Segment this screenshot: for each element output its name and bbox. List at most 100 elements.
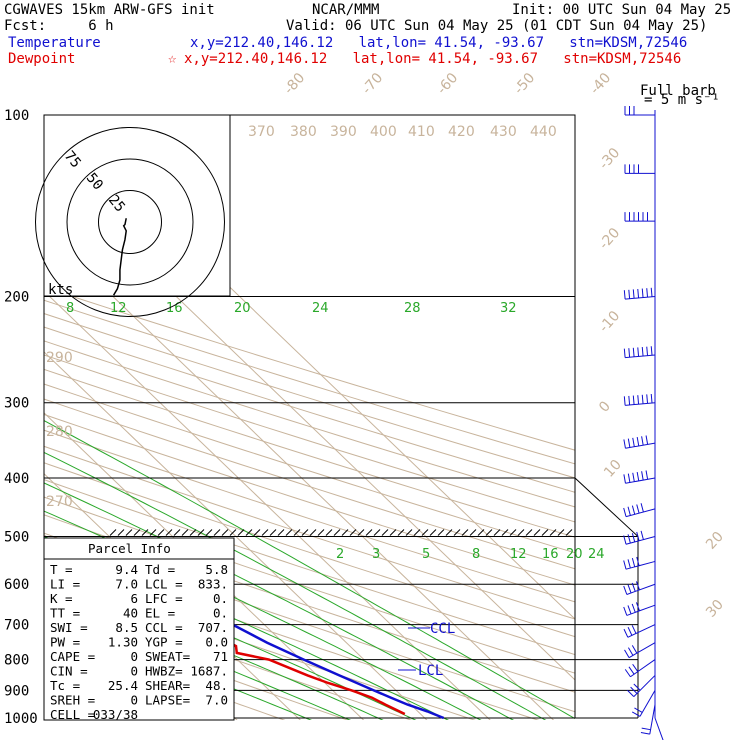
freezing-hatch: [165, 529, 173, 536]
wind-barb-flag: [646, 346, 649, 356]
parcel-info-cell: LFC =: [145, 591, 183, 606]
parcel-info-cell: 1.30: [108, 635, 138, 650]
isotherm-label: -70: [359, 70, 386, 98]
moist-adiabat: [44, 420, 575, 720]
wind-barb-flag: [646, 288, 649, 298]
freezing-hatch: [509, 529, 517, 536]
freezing-hatch: [237, 529, 245, 536]
parcel-info-cell: 0: [130, 664, 138, 679]
freezing-hatch: [325, 529, 333, 536]
freezing-hatch: [469, 529, 477, 536]
theta-label: 400: [370, 124, 397, 140]
lcl-label: LCL: [418, 663, 443, 679]
wind-barb: [627, 624, 656, 638]
hodograph-box: [43, 114, 231, 297]
wind-barb-flag: [645, 470, 649, 480]
freezing-hatch: [349, 529, 357, 536]
isotherm-line: [44, 229, 555, 720]
dry-adiabat: [44, 429, 575, 603]
dry-adiabat: [44, 590, 413, 720]
parcel-info-cell: LAPSE=: [145, 693, 190, 708]
hodograph-ring: [98, 190, 162, 254]
parcel-info-cell: SHEAR=: [145, 678, 190, 693]
moist-adiabat: [44, 595, 352, 720]
parcel-info-cell: 1687.: [190, 664, 228, 679]
parcel-info-cell: 48.: [205, 678, 228, 693]
mixing-ratio-label: 8: [472, 547, 480, 562]
freezing-hatch: [181, 529, 189, 536]
parcel-info-cell: 25.4: [108, 678, 138, 693]
freezing-hatch: [397, 529, 405, 536]
wind-barb-flag: [627, 584, 632, 594]
parcel-info-cell: 833.: [198, 577, 228, 592]
parcel-info-cell: EL =: [145, 606, 175, 621]
mixing-ratio-label: 24: [312, 301, 329, 316]
wind-barb-flag: [627, 506, 631, 516]
wind-barb-flag: [635, 602, 640, 612]
freezing-hatch: [253, 529, 261, 536]
wind-barb-flag: [631, 505, 636, 515]
freezing-hatch: [549, 529, 557, 536]
wind-barb-flag: [630, 686, 638, 694]
freezing-hatch: [221, 529, 229, 536]
wind-barb-flag: [637, 288, 640, 299]
wind-barb-flag: [631, 645, 638, 654]
init-time: Init: 00 UTC Sun 04 May 25: [512, 2, 732, 18]
wind-barb-flag: [631, 582, 636, 592]
hodograph-units: kts: [48, 282, 73, 298]
freezing-hatch: [381, 529, 389, 536]
isotherm-label: -30: [596, 145, 623, 173]
freezing-hatch: [461, 529, 469, 536]
pressure-label: 1000: [4, 711, 38, 727]
theta-label: 380: [290, 124, 317, 140]
parcel-info-cell: YGP =: [145, 635, 183, 650]
theta-label: 430: [490, 124, 517, 140]
freezing-hatch: [245, 529, 253, 536]
theta-label: 280: [46, 424, 73, 440]
pressure-label: 600: [4, 577, 29, 593]
mixing-ratio-label: 16: [542, 547, 559, 562]
parcel-info-cell: 9.4: [115, 562, 138, 577]
freezing-hatch: [453, 529, 461, 536]
pressure-label: 300: [4, 396, 29, 412]
theta-label: 440: [530, 124, 557, 140]
wind-barb-flag: [641, 394, 644, 404]
valid-time: Valid: 06 UTC Sun 04 May 25 (01 CDT Sun …: [286, 18, 708, 34]
isotherm-label: 30: [703, 597, 727, 621]
parcel-info-cell: CIN =: [50, 664, 88, 679]
freezing-hatch: [117, 529, 125, 536]
wind-barb-flag: [631, 625, 637, 634]
wind-barb-flag: [641, 288, 644, 298]
parcel-info-cell: 5.8: [205, 562, 228, 577]
wind-barb-flag: [650, 393, 653, 404]
mixing-ratio-label: 12: [110, 301, 127, 316]
freezing-hatch: [525, 529, 533, 536]
pressure-label: 900: [4, 683, 29, 699]
wind-barb-flag: [637, 395, 640, 405]
freezing-hatch: [317, 529, 325, 536]
dry-adiabat: [44, 340, 575, 508]
freezing-hatch: [445, 529, 453, 536]
wind-barb-flag: [623, 628, 629, 638]
parcel-info-cell: SREH =: [50, 693, 95, 708]
isotherm-line: [44, 290, 491, 720]
parcel-info-cell: 0: [130, 693, 138, 708]
isotherm-label: 20: [703, 529, 727, 553]
barb-legend-line2: = 5 m s⁻¹: [644, 92, 720, 108]
parcel-info-box: [43, 537, 235, 721]
freezing-hatch: [261, 529, 269, 536]
wind-barb-flag: [628, 666, 635, 675]
freezing-hatch: [173, 529, 181, 536]
temperature-legend-label: Temperature: [8, 35, 101, 51]
hodograph-ring: [35, 127, 225, 317]
dry-adiabat: [44, 611, 349, 720]
wind-barb: [633, 675, 656, 698]
dry-adiabat: [44, 354, 575, 523]
theta-label: 290: [46, 350, 73, 366]
wind-barb-flag: [636, 556, 640, 566]
model-title: CGWAVES 15km ARW-GFS init: [4, 2, 215, 18]
hodograph-trace: [112, 218, 127, 296]
isotherm-label: 10: [601, 457, 625, 481]
wind-barb-flag: [623, 474, 626, 484]
